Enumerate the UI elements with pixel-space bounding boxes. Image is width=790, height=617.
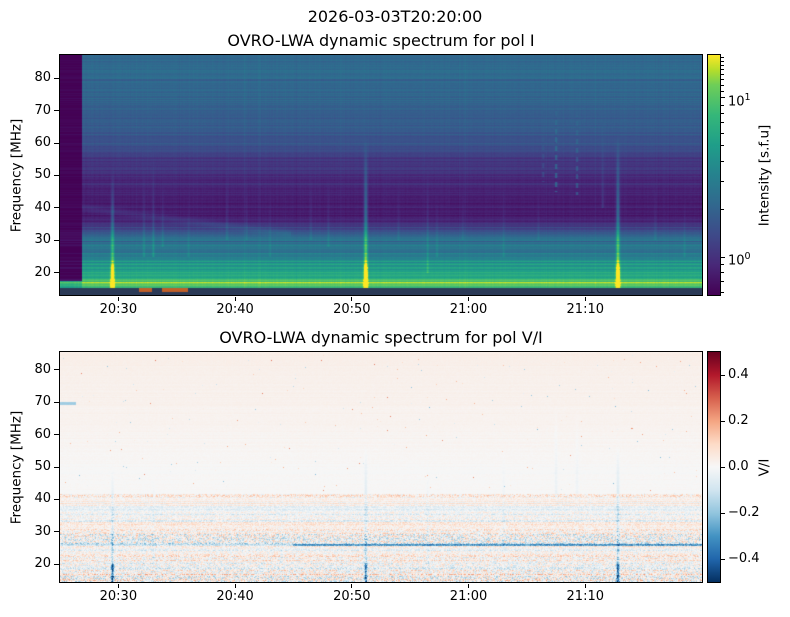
y-tick-mark [54,239,59,241]
x-tick-mark [234,297,236,301]
x-tick-label: 20:50 [333,302,371,317]
x-tick-mark [234,584,236,588]
colorbar-minor-tick-mark [721,64,724,66]
panel2-colorbar [707,351,721,583]
x-tick-label: 20:40 [216,302,254,317]
colorbar-tick-mark [721,558,725,560]
colorbar-minor-tick-mark [721,292,724,294]
colorbar-minor-tick-mark [721,69,724,71]
pol-vi-spectrogram [60,352,702,582]
x-tick-label: 21:10 [566,589,604,604]
x-tick-label: 20:30 [99,302,138,317]
y-tick-mark [54,207,59,209]
colorbar-tick-label: 0.2 [728,413,749,428]
x-tick-mark [351,297,353,301]
y-tick-mark [54,77,59,79]
y-tick-mark [54,174,59,176]
colorbar-minor-tick-mark [721,56,724,58]
y-tick-mark [54,434,59,436]
figure-title: 2026-03-03T20:20:00 [307,7,483,26]
colorbar-tick-mark [721,374,725,376]
y-tick-label: 30 [34,523,51,539]
y-tick-mark [54,142,59,144]
colorbar-minor-tick-mark [721,90,724,92]
y-tick-label: 80 [34,70,51,86]
y-tick-mark [54,401,59,403]
y-tick-label: 60 [34,426,51,442]
colorbar-minor-tick-mark [721,79,724,81]
colorbar-tick-label: 100 [728,251,751,269]
y-tick-label: 60 [34,135,51,150]
colorbar-tick-mark [721,420,725,422]
colorbar-minor-tick-mark [721,74,724,76]
colorbar-minor-tick-mark [721,272,724,274]
y-tick-mark [54,110,59,112]
colorbar-minor-tick-mark [721,132,724,134]
x-tick-mark [468,584,470,588]
colorbar-tick-label: 0.4 [728,367,749,382]
y-tick-label: 20 [34,556,51,572]
x-tick-mark [117,297,119,301]
colorbar-minor-tick-mark [721,264,724,266]
y-tick-label: 50 [34,167,51,183]
y-tick-mark [54,466,59,468]
colorbar-tick-label: 101 [728,91,751,110]
x-tick-label: 20:30 [99,589,138,604]
colorbar-minor-tick-mark [721,208,724,210]
y-tick-label: 30 [34,232,51,248]
colorbar-tick-label: −0.4 [728,551,760,566]
colorbar-minor-tick-mark [721,281,724,283]
x-tick-label: 20:40 [216,589,254,604]
y-tick-label: 40 [34,491,51,507]
y-tick-mark [54,563,59,565]
colorbar-minor-tick-mark [721,145,724,147]
y-tick-label: 50 [34,459,51,474]
colorbar-minor-tick-mark [721,122,724,124]
y-tick-label: 20 [34,264,51,280]
colorbar-minor-tick-mark [721,160,724,162]
panel1-colorbar [707,54,721,296]
colorbar-minor-tick-mark [721,104,724,106]
x-tick-mark [468,297,470,301]
x-tick-label: 21:00 [449,589,488,604]
colorbar-tick-label: 0.0 [728,459,749,474]
x-tick-mark [351,584,353,588]
colorbar-minor-tick-mark [721,180,724,182]
y-tick-mark [54,498,59,500]
y-tick-label: 70 [34,394,51,410]
x-tick-label: 21:10 [566,302,604,317]
y-tick-label: 80 [34,361,51,377]
colorbar-tick-mark [721,466,725,468]
colorbar-tick-mark [721,256,725,258]
y-tick-mark [54,369,59,371]
panel1-title: OVRO-LWA dynamic spectrum for pol I [227,31,535,50]
y-tick-mark [54,272,59,274]
y-tick-label: 40 [34,199,51,215]
x-tick-mark [584,297,586,301]
colorbar-tick-label: −0.2 [728,505,760,520]
x-tick-label: 21:00 [449,302,488,317]
y-tick-label: 70 [34,102,51,118]
x-tick-label: 20:50 [333,589,371,604]
colorbar-tick-mark [721,97,725,99]
panel2-title: OVRO-LWA dynamic spectrum for pol V/I [219,328,543,347]
x-tick-mark [117,584,119,588]
colorbar-tick-mark [721,512,725,514]
colorbar-minor-tick-mark [721,84,724,86]
pol-i-spectrogram [60,55,702,295]
colorbar-minor-tick-mark [721,60,724,62]
x-tick-mark [584,584,586,588]
y-tick-mark [54,531,59,533]
colorbar-minor-tick-mark [721,112,724,114]
